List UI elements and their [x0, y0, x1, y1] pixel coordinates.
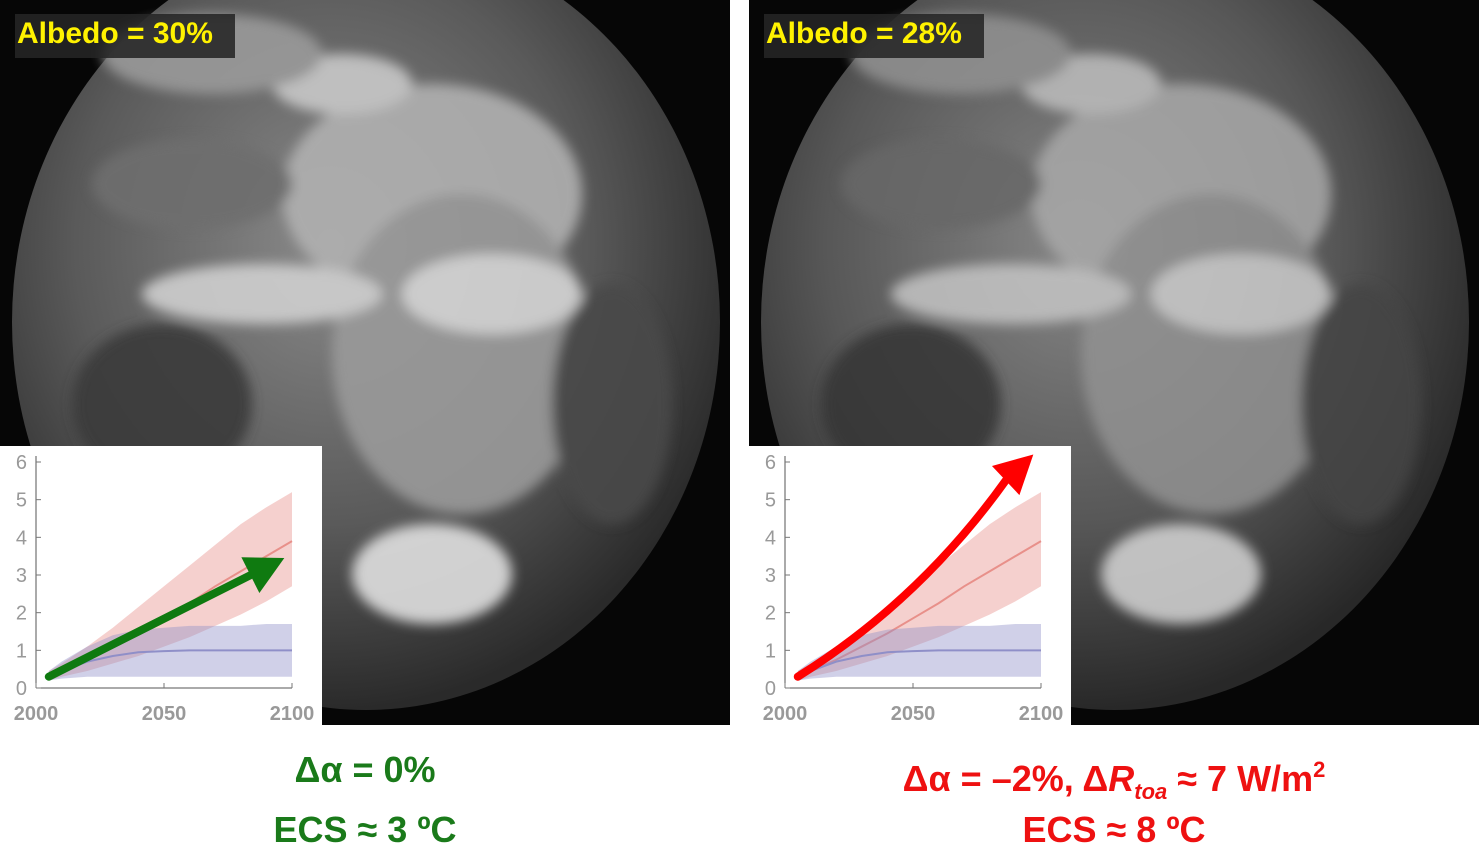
ecs-caption: ECS ≈ 3 ºC	[273, 809, 457, 850]
y-tick-label: 6	[16, 452, 27, 474]
temperature-chart-inset: 0 1 2 3 4 5 6 2000 2050 2100	[749, 446, 1071, 725]
y-tick-label: 2	[765, 603, 776, 625]
y-tick-label: 0	[16, 678, 27, 700]
albedo-label: Albedo = 28%	[764, 14, 984, 58]
delta-albedo-text: Δα = –2%, Δ	[902, 758, 1109, 799]
series-1-line	[797, 649, 1041, 678]
x-tick-label: 2100	[1019, 703, 1064, 725]
y-tick-label: 1	[765, 640, 776, 662]
series-0-line	[797, 540, 1042, 678]
series-0-range-band	[48, 492, 292, 681]
temperature-chart-inset: 0 1 2 3 4 5 6 2000 2050 2100	[0, 446, 322, 725]
y-tick-label: 5	[765, 490, 776, 512]
y-tick-label: 2	[16, 603, 27, 625]
trend-arrow-head	[991, 454, 1034, 496]
y-tick-label: 0	[765, 678, 776, 700]
earth-panel-right: Albedo = 28% 0 1 2 3 4 5 6 2000 2050 2100	[749, 0, 1479, 725]
toa-subscript: toa	[1134, 779, 1168, 804]
y-tick-label: 5	[16, 490, 27, 512]
series-1-range-band	[48, 623, 292, 681]
albedo-label: Albedo = 30%	[15, 14, 235, 58]
trend-arrow-shaft	[793, 476, 1010, 681]
y-tick-label: 3	[765, 565, 776, 587]
y-tick-label: 6	[765, 452, 776, 474]
ecs-caption: ECS ≈ 8 ºC	[1022, 809, 1206, 850]
temperature-chart: 0 1 2 3 4 5 6 2000 2050 2100	[763, 452, 1064, 725]
earth-panel-left: Albedo = 30% 0 1 2 3 4 5 6 2000 2050 2100	[0, 0, 730, 725]
squared-superscript: 2	[1313, 757, 1326, 782]
y-tick-label: 3	[16, 565, 27, 587]
forcing-value: ≈ 7 W/m	[1167, 758, 1314, 799]
trend-arrow-shaft	[44, 571, 255, 681]
x-tick-label: 2000	[14, 703, 59, 725]
y-tick-label: 1	[16, 640, 27, 662]
delta-albedo-caption: Δα = 0%	[294, 749, 436, 790]
x-tick-label: 2050	[142, 703, 187, 725]
y-tick-label: 4	[16, 527, 27, 549]
delta-albedo-caption: Δα = –2%, ΔRtoa ≈ 7 W/m2	[749, 748, 1479, 814]
x-tick-label: 2100	[270, 703, 315, 725]
temperature-chart: 0 1 2 3 4 5 6 2000 2050 2100	[14, 452, 315, 725]
y-tick-label: 4	[765, 527, 776, 549]
x-tick-label: 2000	[763, 703, 808, 725]
r-symbol: R	[1108, 758, 1135, 799]
trend-arrow-head	[241, 557, 285, 594]
x-tick-label: 2050	[891, 703, 936, 725]
